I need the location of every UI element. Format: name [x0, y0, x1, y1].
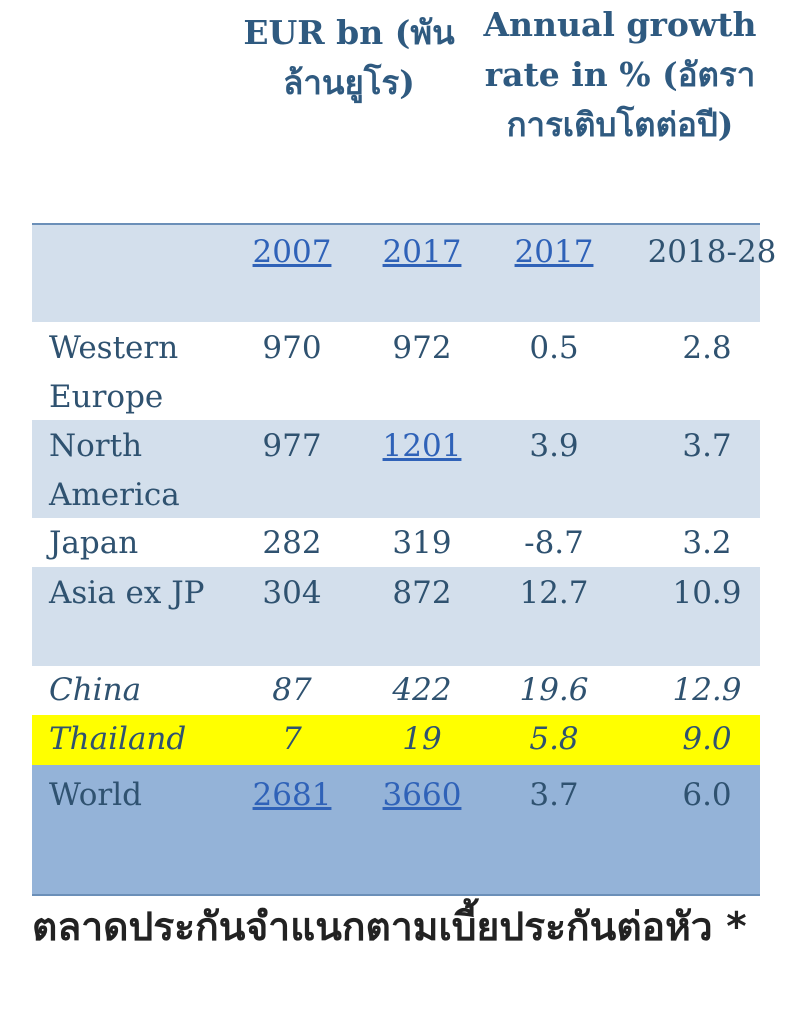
growth-2018-28: 9.0 — [682, 721, 732, 757]
table-bottom-rule — [32, 894, 760, 896]
year-header-row: 2007 2017 2017 2018-28 — [32, 225, 776, 322]
region-label: China — [49, 672, 142, 708]
growth-2017: -8.7 — [524, 525, 584, 561]
table-top-rule — [32, 223, 760, 225]
region-label: North America — [49, 428, 180, 513]
value-2007: 87 — [272, 672, 312, 708]
value-2007: 282 — [262, 525, 322, 561]
value-2017-link[interactable]: 3660 — [382, 777, 462, 813]
growth-2017: 12.7 — [519, 575, 589, 611]
growth-2017: 5.8 — [529, 721, 579, 757]
value-2017: 19 — [402, 721, 442, 757]
region-label: World — [49, 777, 142, 813]
table-row: Western Europe 970 972 0.5 2.8 — [32, 322, 760, 420]
value-2007: 977 — [262, 428, 322, 464]
value-2017-link[interactable]: 1201 — [382, 428, 462, 464]
value-2007: 304 — [262, 575, 322, 611]
table-row: Asia ex JP 304 872 12.7 10.9 — [32, 567, 760, 666]
growth-2017-link[interactable]: 2017 — [514, 234, 594, 270]
value-2007: 7 — [282, 721, 302, 757]
value-2007-link[interactable]: 2681 — [252, 777, 332, 813]
value-2007: 970 — [262, 330, 322, 366]
highlighted-table-row: Thailand 7 19 5.8 9.0 — [32, 715, 760, 765]
growth-2018-28: 10.9 — [672, 575, 742, 611]
table-row: Japan 282 319 -8.7 3.2 — [32, 518, 760, 567]
year-2017-link[interactable]: 2017 — [382, 234, 462, 270]
table-row: North America 977 1201 3.9 3.7 — [32, 420, 760, 518]
table-row: China 87 422 19.6 12.9 — [32, 666, 760, 715]
value-2017: 872 — [392, 575, 452, 611]
year-2007-link[interactable]: 2007 — [252, 234, 332, 270]
region-label: Thailand — [49, 721, 187, 757]
value-2017: 972 — [392, 330, 452, 366]
caption-text: ตลาดประกันจำแนกตามเบี้ยประกันต่อหัว * — [32, 905, 747, 950]
region-label: Western Europe — [49, 330, 179, 415]
region-label: Japan — [49, 525, 139, 561]
growth-2018-28: 3.2 — [682, 525, 732, 561]
eur-column-header: EUR bn (พันล้านยูโร) — [243, 13, 455, 102]
world-total-row: World 2681 3660 3.7 6.0 — [32, 765, 760, 894]
growth-2017: 3.7 — [529, 777, 579, 813]
value-2017: 319 — [392, 525, 452, 561]
growth-2017: 19.6 — [519, 672, 589, 708]
value-2017: 422 — [392, 672, 452, 708]
growth-2017: 0.5 — [529, 330, 579, 366]
growth-2018-28: 6.0 — [682, 777, 732, 813]
growth-column-header: Annual growth rate in % (อัตราการเติบโตต… — [483, 5, 757, 144]
region-label: Asia ex JP — [49, 575, 205, 611]
growth-2018-28: 12.9 — [672, 672, 742, 708]
growth-2018-28: 2.8 — [682, 330, 732, 366]
growth-2017: 3.9 — [529, 428, 579, 464]
growth-2018-28-label: 2018-28 — [647, 234, 777, 270]
growth-2018-28: 3.7 — [682, 428, 732, 464]
